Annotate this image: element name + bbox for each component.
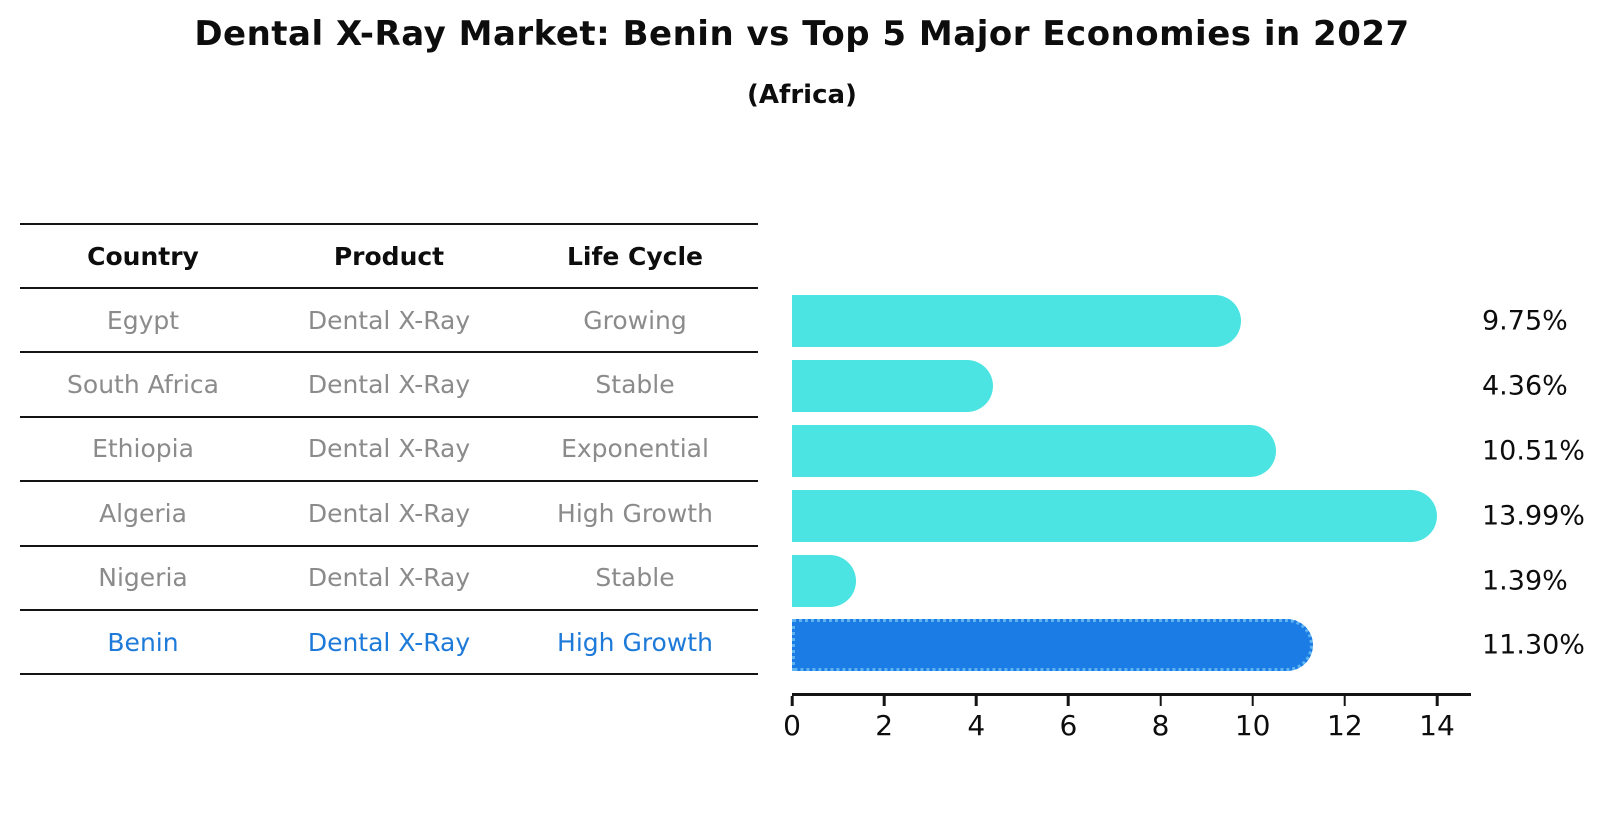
chart-title: Dental X-Ray Market: Benin vs Top 5 Majo… — [194, 14, 1410, 54]
x-axis-tick — [1251, 695, 1254, 706]
table-header-lifecycle: Life Cycle — [566, 241, 704, 271]
value-label-algeria: 13.99% — [1482, 500, 1585, 532]
bar-nigeria — [792, 554, 857, 607]
table-cell-product: Dental X-Ray — [307, 498, 471, 528]
table-cell-product: Dental X-Ray — [307, 370, 471, 400]
x-axis-line — [792, 693, 1471, 696]
table-cell-country: Benin — [107, 627, 179, 657]
table-cell-lifecycle: High Growth — [557, 627, 713, 657]
value-label-egypt: 9.75% — [1482, 305, 1568, 337]
x-axis-tick — [1343, 695, 1347, 706]
x-axis-tick-label: 0 — [783, 709, 801, 742]
x-axis-tick — [1067, 695, 1070, 706]
country-table: Country Product Life Cycle Egypt Dental … — [20, 223, 758, 676]
table-cell-product: Dental X-Ray — [307, 563, 471, 593]
table-row: South Africa Dental X-Ray Stable — [20, 353, 758, 418]
x-axis-tick-label: 12 — [1327, 709, 1363, 742]
x-axis-tick-label: 8 — [1151, 709, 1170, 742]
table-cell-country: Egypt — [106, 305, 180, 335]
table-header-row: Country Product Life Cycle — [20, 223, 758, 289]
table-cell-lifecycle: Growing — [583, 305, 687, 335]
table-row: Algeria Dental X-Ray High Growth — [20, 482, 758, 547]
table-row: Egypt Dental X-Ray Growing — [20, 289, 758, 354]
x-axis-tick — [974, 695, 978, 706]
table-cell-country: Nigeria — [98, 563, 188, 593]
value-label-nigeria: 1.39% — [1482, 565, 1568, 597]
x-axis-tick-label: 10 — [1234, 709, 1271, 742]
x-axis-tick-label: 14 — [1419, 709, 1455, 742]
table-cell-product: Dental X-Ray — [307, 434, 471, 464]
bar-south-africa — [792, 360, 993, 413]
table-cell-lifecycle: Exponential — [561, 434, 709, 464]
x-axis-tick — [1159, 695, 1162, 706]
table-cell-country: South Africa — [67, 370, 219, 400]
table-cell-product: Dental X-Ray — [307, 305, 471, 335]
table-cell-country: Algeria — [99, 498, 187, 528]
table-header-country: Country — [87, 241, 199, 271]
table-row: Benin Dental X-Ray High Growth — [20, 611, 758, 676]
chart-subtitle: (Africa) — [747, 80, 857, 110]
bar-chart: 9.75% 4.36% 10.51% 13.99% 1.39% 11.30% 0 2 4 6 8 10… — [783, 289, 1604, 759]
table-cell-lifecycle: Stable — [595, 370, 675, 400]
table-cell-lifecycle: Stable — [595, 563, 675, 593]
bar-algeria — [792, 489, 1437, 542]
x-axis-tick — [1435, 695, 1439, 706]
table-body: Egypt Dental X-Ray Growing South Africa … — [20, 289, 758, 676]
table-cell-country: Ethiopia — [92, 434, 194, 464]
table-cell-product: Dental X-Ray — [307, 627, 471, 657]
table-header-product: Product — [333, 241, 445, 271]
table-row: Ethiopia Dental X-Ray Exponential — [20, 418, 758, 483]
x-axis-tick-label: 6 — [1059, 709, 1078, 742]
table-cell-lifecycle: High Growth — [557, 498, 713, 528]
bar-egypt — [792, 295, 1242, 348]
value-label-ethiopia: 10.51% — [1482, 435, 1585, 467]
x-axis-tick — [790, 695, 794, 706]
bar-ethiopia — [792, 425, 1277, 477]
x-axis-tick — [882, 695, 886, 706]
bar-benin — [792, 619, 1313, 672]
value-label-benin: 11.30% — [1482, 629, 1585, 661]
value-label-south-africa: 4.36% — [1482, 370, 1568, 402]
table-row: Nigeria Dental X-Ray Stable — [20, 547, 758, 611]
x-axis-tick-label: 2 — [875, 709, 894, 742]
x-axis-tick-label: 4 — [967, 709, 986, 742]
